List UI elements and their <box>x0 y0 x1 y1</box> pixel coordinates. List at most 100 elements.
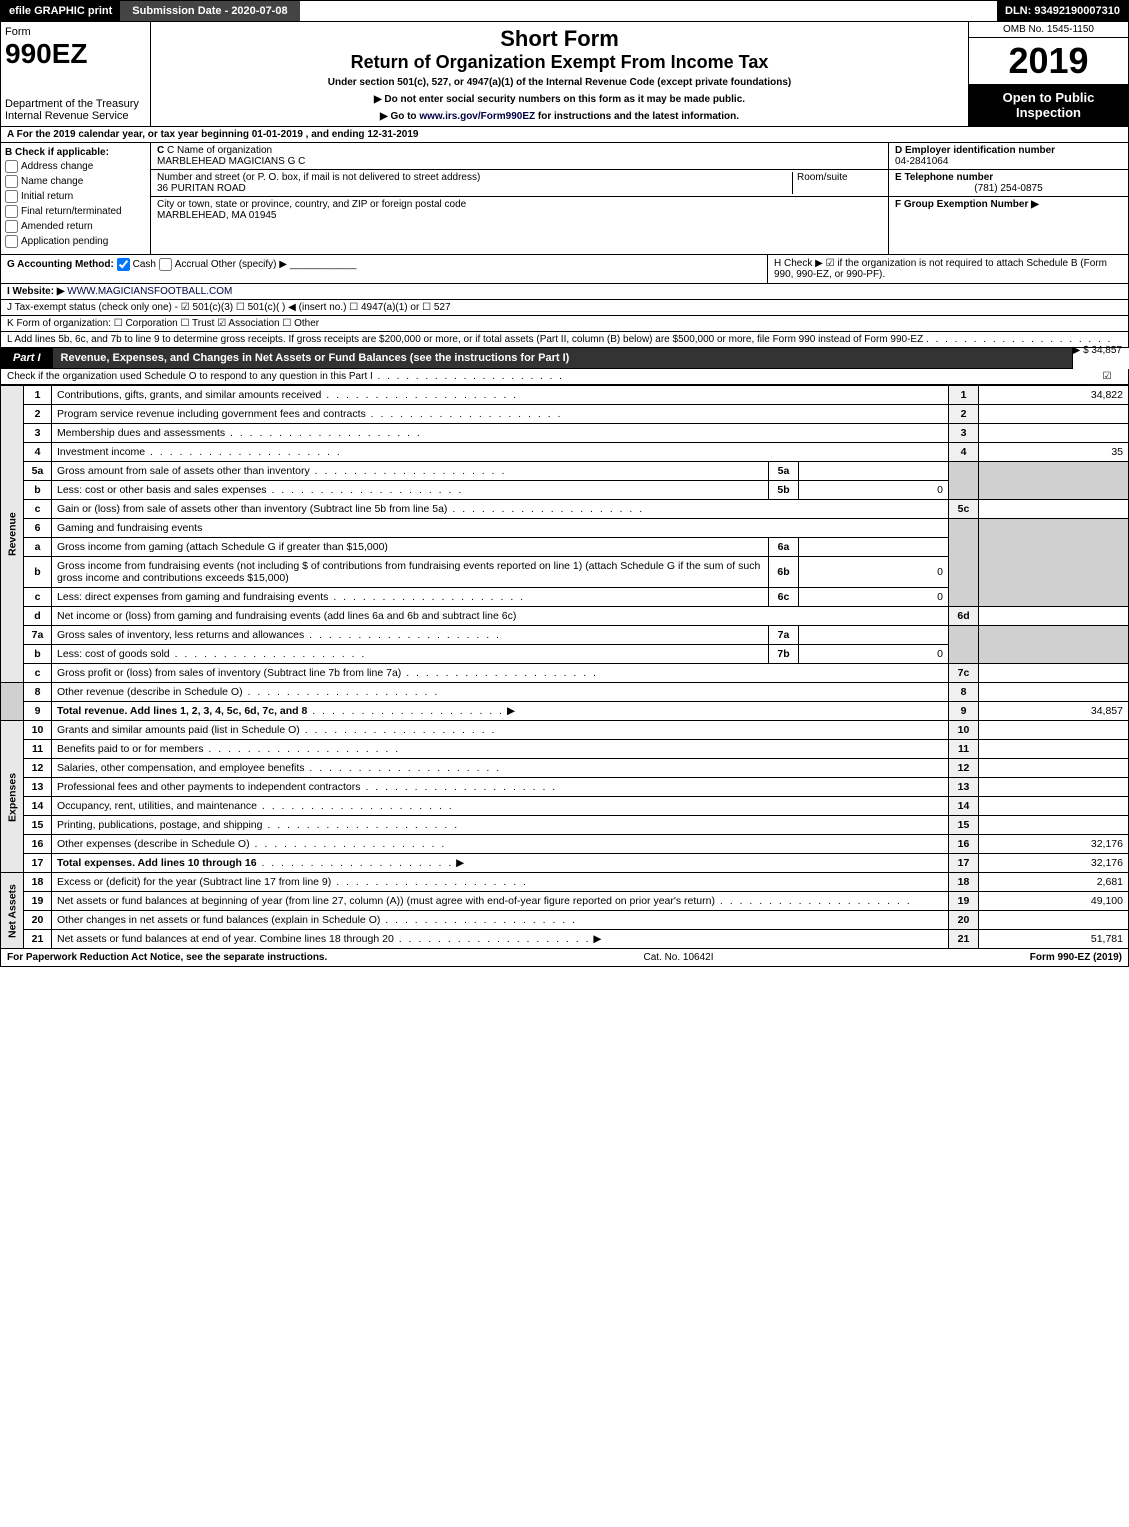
line-19-num: 19 <box>24 892 52 911</box>
line-6b-sublabel: 6b <box>769 557 799 588</box>
box-l-text: L Add lines 5b, 6c, and 7b to line 9 to … <box>7 334 923 345</box>
omb-number: OMB No. 1545-1150 <box>969 22 1128 38</box>
box-j: J Tax-exempt status (check only one) - ☑… <box>0 300 1129 316</box>
line-14-num: 14 <box>24 797 52 816</box>
line-6a-subval <box>799 538 949 557</box>
part-1-table: Revenue 1 Contributions, gifts, grants, … <box>0 385 1129 949</box>
line-12-num: 12 <box>24 759 52 778</box>
line-16-num: 16 <box>24 835 52 854</box>
line-6-desc: Gaming and fundraising events <box>52 519 949 538</box>
short-form-title: Short Form <box>155 26 964 52</box>
line-10-num: 10 <box>24 721 52 740</box>
line-20-amount <box>979 911 1129 930</box>
check-initial-return[interactable]: Initial return <box>5 190 146 203</box>
line-6d-num: d <box>24 607 52 626</box>
check-address-change[interactable]: Address change <box>5 160 146 173</box>
line-18-desc: Excess or (deficit) for the year (Subtra… <box>57 876 331 888</box>
line-10-desc: Grants and similar amounts paid (list in… <box>57 724 300 736</box>
line-4-num: 4 <box>24 443 52 462</box>
street-label: Number and street (or P. O. box, if mail… <box>157 172 792 183</box>
irs-url[interactable]: www.irs.gov/Form990EZ <box>419 111 535 122</box>
box-c: C C Name of organization MARBLEHEAD MAGI… <box>151 143 888 254</box>
row-gh: G Accounting Method: Cash Accrual Other … <box>0 255 1129 284</box>
open-to-public: Open to Public Inspection <box>969 84 1128 126</box>
cat-number: Cat. No. 10642I <box>327 952 1029 963</box>
org-name: MARBLEHEAD MAGICIANS G C <box>157 156 882 167</box>
line-1-desc: Contributions, gifts, grants, and simila… <box>57 389 321 401</box>
line-5a-subval <box>799 462 949 481</box>
line-19-desc: Net assets or fund balances at beginning… <box>57 895 715 907</box>
city-value: MARBLEHEAD, MA 01945 <box>157 210 882 221</box>
box-def: D Employer identification number 04-2841… <box>888 143 1128 254</box>
line-9-amount: 34,857 <box>979 702 1129 721</box>
line-20-num: 20 <box>24 911 52 930</box>
no-ssn-notice: ▶ Do not enter social security numbers o… <box>155 94 964 105</box>
line-6d-desc: Net income or (loss) from gaming and fun… <box>57 610 516 622</box>
line-9-desc: Total revenue. Add lines 1, 2, 3, 4, 5c,… <box>57 705 307 717</box>
tax-period-row: A For the 2019 calendar year, or tax yea… <box>0 127 1129 143</box>
goto-link[interactable]: ▶ Go to www.irs.gov/Form990EZ for instru… <box>155 111 964 122</box>
line-6a-desc: Gross income from gaming (attach Schedul… <box>57 541 388 553</box>
line-5a-desc: Gross amount from sale of assets other t… <box>57 465 310 477</box>
org-name-label: C C Name of organization <box>157 145 882 156</box>
phone-label: E Telephone number <box>895 172 993 183</box>
form-number: 990EZ <box>5 38 146 70</box>
line-5a-num: 5a <box>24 462 52 481</box>
website-label: I Website: ▶ <box>7 286 65 297</box>
line-15-desc: Printing, publications, postage, and shi… <box>57 819 262 831</box>
line-11-desc: Benefits paid to or for members <box>57 743 203 755</box>
city-label: City or town, state or province, country… <box>157 199 882 210</box>
line-8-desc: Other revenue (describe in Schedule O) <box>57 686 243 698</box>
street-value: 36 PURITAN ROAD <box>157 183 792 194</box>
line-15-num: 15 <box>24 816 52 835</box>
box-b-title: B Check if applicable: <box>5 147 109 158</box>
line-5c-amount <box>979 500 1129 519</box>
line-10-box: 10 <box>949 721 979 740</box>
line-6c-sublabel: 6c <box>769 588 799 607</box>
line-10-amount <box>979 721 1129 740</box>
check-amended-return[interactable]: Amended return <box>5 220 146 233</box>
line-2-amount <box>979 405 1129 424</box>
line-1-box: 1 <box>949 386 979 405</box>
line-4-amount: 35 <box>979 443 1129 462</box>
line-6a-sublabel: 6a <box>769 538 799 557</box>
line-7c-amount <box>979 664 1129 683</box>
line-7b-sublabel: 7b <box>769 645 799 664</box>
form-title-block: Short Form Return of Organization Exempt… <box>151 22 968 126</box>
other-specify: Other (specify) ▶ <box>211 259 287 270</box>
line-12-amount <box>979 759 1129 778</box>
line-5c-desc: Gain or (loss) from sale of assets other… <box>57 503 447 515</box>
line-6c-desc: Less: direct expenses from gaming and fu… <box>57 591 328 603</box>
line-21-box: 21 <box>949 930 979 949</box>
line-3-num: 3 <box>24 424 52 443</box>
line-16-amount: 32,176 <box>979 835 1129 854</box>
dept-treasury: Department of the Treasury <box>5 98 146 110</box>
part-1-check-row: Check if the organization used Schedule … <box>0 369 1129 385</box>
line-12-box: 12 <box>949 759 979 778</box>
line-15-box: 15 <box>949 816 979 835</box>
line-21-desc: Net assets or fund balances at end of ye… <box>57 933 394 945</box>
line-18-amount: 2,681 <box>979 873 1129 892</box>
check-application-pending[interactable]: Application pending <box>5 235 146 248</box>
page-footer: For Paperwork Reduction Act Notice, see … <box>0 949 1129 967</box>
revenue-side-label: Revenue <box>1 386 24 683</box>
line-14-desc: Occupancy, rent, utilities, and maintena… <box>57 800 257 812</box>
line-7c-num: c <box>24 664 52 683</box>
line-6-num: 6 <box>24 519 52 538</box>
box-b: B Check if applicable: Address change Na… <box>1 143 151 254</box>
line-5c-box: 5c <box>949 500 979 519</box>
line-15-amount <box>979 816 1129 835</box>
check-accrual[interactable]: Accrual <box>159 259 208 270</box>
line-5a-sublabel: 5a <box>769 462 799 481</box>
part-1-label: Part I <box>1 348 53 368</box>
line-6b-subval: 0 <box>799 557 949 588</box>
line-5b-subval: 0 <box>799 481 949 500</box>
efile-print-button[interactable]: efile GRAPHIC print <box>1 1 120 21</box>
website-link[interactable]: WWW.MAGICIANSFOOTBALL.COM <box>67 286 232 297</box>
check-final-return[interactable]: Final return/terminated <box>5 205 146 218</box>
line-4-box: 4 <box>949 443 979 462</box>
check-cash[interactable]: Cash <box>117 259 156 270</box>
line-6b-num: b <box>24 557 52 588</box>
check-name-change[interactable]: Name change <box>5 175 146 188</box>
arrow-icon: ▶ <box>593 933 601 945</box>
